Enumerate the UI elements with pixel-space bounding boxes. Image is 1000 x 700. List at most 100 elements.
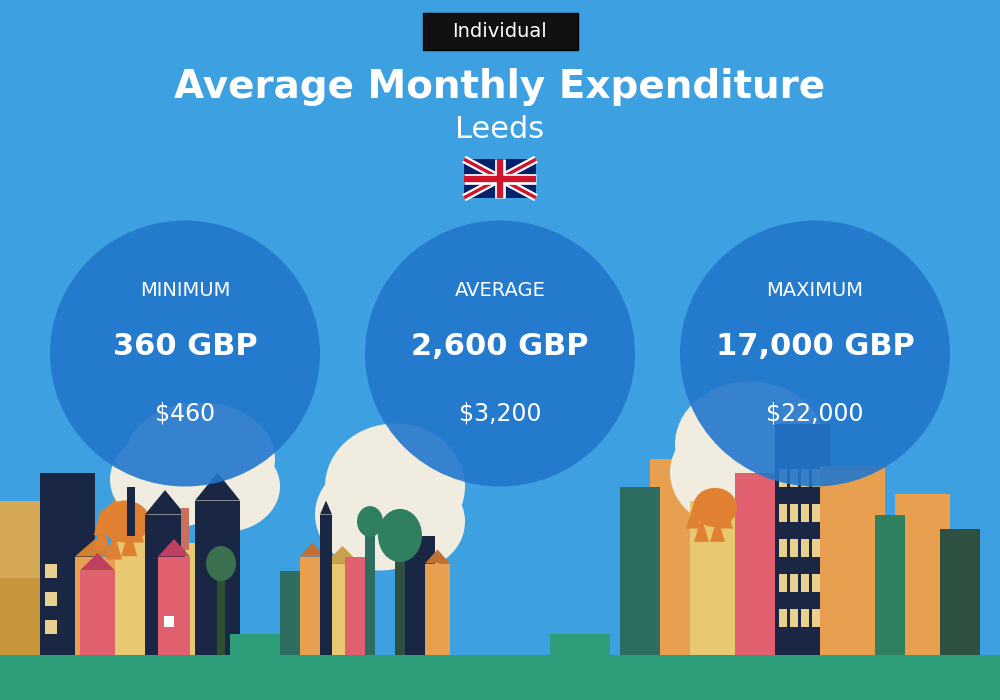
- Bar: [875, 514, 905, 654]
- Polygon shape: [710, 491, 725, 515]
- Ellipse shape: [365, 220, 635, 486]
- Bar: [812, 539, 820, 556]
- Polygon shape: [158, 539, 190, 556]
- Bar: [0, 654, 1000, 700]
- Ellipse shape: [125, 402, 275, 514]
- Ellipse shape: [206, 546, 236, 581]
- Bar: [45, 564, 57, 577]
- Bar: [145, 514, 185, 654]
- Ellipse shape: [325, 424, 465, 550]
- Polygon shape: [686, 504, 701, 528]
- Ellipse shape: [170, 441, 280, 532]
- Bar: [175, 542, 205, 654]
- Bar: [620, 486, 660, 654]
- Polygon shape: [106, 531, 122, 559]
- Bar: [195, 500, 240, 654]
- Bar: [790, 504, 798, 522]
- Bar: [230, 634, 280, 654]
- Bar: [181, 508, 189, 550]
- Bar: [650, 458, 705, 654]
- Ellipse shape: [710, 430, 830, 528]
- Polygon shape: [145, 490, 185, 514]
- Bar: [801, 574, 809, 592]
- Bar: [320, 514, 332, 654]
- Polygon shape: [325, 546, 360, 564]
- Ellipse shape: [110, 430, 230, 528]
- Polygon shape: [694, 517, 709, 542]
- Bar: [75, 556, 115, 654]
- Polygon shape: [121, 500, 137, 528]
- Bar: [115, 528, 155, 654]
- FancyBboxPatch shape: [422, 13, 578, 50]
- Ellipse shape: [357, 506, 383, 537]
- Bar: [300, 556, 325, 654]
- Bar: [801, 504, 809, 522]
- Bar: [820, 466, 885, 654]
- Polygon shape: [320, 500, 332, 514]
- Bar: [775, 424, 830, 654]
- Polygon shape: [425, 550, 450, 564]
- Text: AVERAGE: AVERAGE: [455, 281, 545, 300]
- Bar: [779, 574, 787, 592]
- Text: 2,600 GBP: 2,600 GBP: [411, 332, 589, 361]
- Polygon shape: [718, 504, 733, 528]
- Polygon shape: [195, 473, 240, 500]
- Polygon shape: [694, 491, 709, 515]
- Polygon shape: [121, 528, 137, 556]
- Bar: [779, 609, 787, 626]
- Text: $22,000: $22,000: [766, 401, 864, 425]
- Text: $460: $460: [155, 401, 215, 425]
- Text: Leeds: Leeds: [455, 115, 545, 144]
- Polygon shape: [94, 507, 110, 535]
- Bar: [801, 539, 809, 556]
- Bar: [690, 500, 740, 654]
- Bar: [464, 160, 536, 197]
- Ellipse shape: [680, 220, 950, 486]
- Bar: [0, 500, 55, 654]
- Bar: [895, 494, 950, 654]
- Bar: [779, 504, 787, 522]
- Ellipse shape: [693, 488, 737, 527]
- Polygon shape: [300, 542, 325, 556]
- Polygon shape: [128, 514, 144, 542]
- Bar: [779, 469, 787, 486]
- Bar: [45, 620, 57, 634]
- Ellipse shape: [670, 416, 800, 528]
- Text: 360 GBP: 360 GBP: [113, 332, 257, 361]
- Bar: [280, 570, 310, 655]
- Bar: [365, 528, 375, 654]
- Polygon shape: [75, 539, 115, 556]
- Bar: [550, 634, 610, 654]
- Ellipse shape: [315, 458, 445, 570]
- Bar: [395, 542, 405, 654]
- Bar: [405, 536, 435, 654]
- Bar: [812, 504, 820, 522]
- Bar: [801, 609, 809, 626]
- Text: MINIMUM: MINIMUM: [140, 281, 230, 300]
- Bar: [790, 609, 798, 626]
- Bar: [812, 574, 820, 592]
- Bar: [127, 486, 135, 536]
- Bar: [812, 609, 820, 626]
- Bar: [164, 616, 174, 626]
- Bar: [790, 574, 798, 592]
- Bar: [735, 473, 785, 654]
- Polygon shape: [710, 517, 725, 542]
- Bar: [217, 570, 225, 655]
- Bar: [464, 160, 536, 197]
- Bar: [0, 578, 55, 655]
- Ellipse shape: [100, 500, 150, 542]
- Polygon shape: [94, 522, 110, 550]
- Text: MAXIMUM: MAXIMUM: [767, 281, 864, 300]
- Bar: [80, 570, 115, 655]
- Bar: [801, 469, 809, 486]
- Text: 17,000 GBP: 17,000 GBP: [716, 332, 914, 361]
- Text: Average Monthly Expenditure: Average Monthly Expenditure: [174, 69, 826, 106]
- Ellipse shape: [50, 220, 320, 486]
- Bar: [940, 528, 980, 654]
- Text: $3,200: $3,200: [459, 401, 541, 425]
- Bar: [40, 473, 95, 654]
- Bar: [790, 539, 798, 556]
- Ellipse shape: [355, 473, 465, 570]
- Polygon shape: [80, 553, 115, 570]
